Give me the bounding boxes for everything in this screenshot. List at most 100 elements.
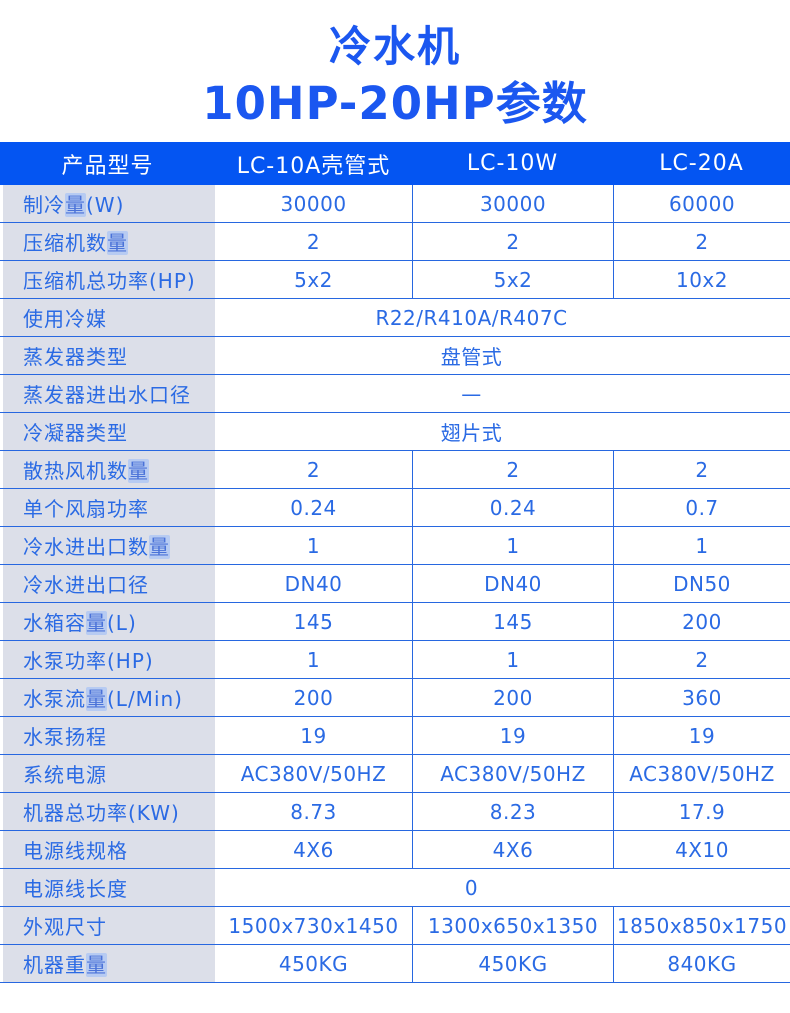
column-header-lc20a: LC-20A bbox=[659, 151, 744, 176]
row-value: 2 bbox=[613, 641, 790, 678]
row-value: DN40 bbox=[284, 571, 343, 596]
row-label: 压缩机数量 bbox=[3, 223, 215, 260]
row-value-span: 0 bbox=[464, 875, 479, 900]
row-value: 5x2 bbox=[412, 261, 613, 298]
row-label: 使用冷媒 bbox=[3, 299, 215, 336]
table-row: 水泵流量(L/Min) 200 200 360 bbox=[0, 679, 790, 717]
row-value: AC380V/50HZ bbox=[613, 755, 790, 792]
row-value: 360 bbox=[613, 679, 790, 716]
row-label: 水箱容量(L) bbox=[3, 603, 215, 640]
row-value: 1500x730x1450 bbox=[228, 913, 399, 938]
row-value: 2 bbox=[613, 451, 790, 488]
row-label-text: 蒸发器进出水口径 bbox=[23, 383, 191, 407]
row-value: 19 bbox=[613, 717, 790, 754]
row-value: 0.24 bbox=[412, 489, 613, 526]
row-value: 1 bbox=[412, 641, 613, 678]
row-value: 5x2 bbox=[294, 267, 333, 292]
row-label: 水泵功率(HP) bbox=[3, 641, 215, 678]
row-value: 8.73 bbox=[290, 799, 337, 824]
row-label-text: 冷水进出口径 bbox=[23, 573, 149, 597]
row-label-text: 机器总功率(KW) bbox=[23, 801, 180, 825]
row-value: 19 bbox=[412, 717, 613, 754]
row-label-text: 冷水进出口数量 bbox=[23, 535, 170, 559]
row-value-span: 翅片式 bbox=[440, 421, 503, 445]
row-value-span: R22/R410A/R407C bbox=[375, 305, 568, 330]
row-label-text: 水泵流量(L/Min) bbox=[23, 687, 183, 711]
row-value: 450KG bbox=[412, 945, 613, 982]
table-row: 单个风扇功率 0.24 0.24 0.7 bbox=[0, 489, 790, 527]
page-title: 冷水机 10HP-20HP参数 bbox=[0, 0, 790, 142]
row-label: 水泵流量(L/Min) bbox=[3, 679, 215, 716]
row-label-text: 压缩机数量 bbox=[23, 231, 128, 255]
table-row: 蒸发器进出水口径 — bbox=[0, 375, 790, 413]
row-label-text: 单个风扇功率 bbox=[23, 497, 149, 521]
table-row: 散热风机数量 2 2 2 bbox=[0, 451, 790, 489]
table-row: 机器总功率(KW) 8.73 8.23 17.9 bbox=[0, 793, 790, 831]
row-label-text: 电源线规格 bbox=[23, 839, 128, 863]
page-title-line2: 10HP-20HP参数 bbox=[202, 77, 588, 130]
row-value: AC380V/50HZ bbox=[412, 755, 613, 792]
row-value: 840KG bbox=[613, 945, 790, 982]
table-row: 水箱容量(L) 145 145 200 bbox=[0, 603, 790, 641]
row-label-text: 电源线长度 bbox=[23, 877, 128, 901]
row-value: 10x2 bbox=[613, 261, 790, 298]
row-label-text: 使用冷媒 bbox=[23, 307, 107, 331]
row-value: AC380V/50HZ bbox=[240, 761, 387, 786]
row-label-text: 外观尺寸 bbox=[23, 915, 107, 939]
table-row: 蒸发器类型 盘管式 bbox=[0, 337, 790, 375]
row-value: 1 bbox=[306, 533, 321, 558]
table-row: 压缩机数量 2 2 2 bbox=[0, 223, 790, 261]
table-row: 使用冷媒 R22/R410A/R407C bbox=[0, 299, 790, 337]
table-row: 电源线规格 4X6 4X6 4X10 bbox=[0, 831, 790, 869]
row-label: 水泵扬程 bbox=[3, 717, 215, 754]
row-label: 机器总功率(KW) bbox=[3, 793, 215, 830]
row-value: 200 bbox=[412, 679, 613, 716]
row-label-text: 机器重量 bbox=[23, 953, 107, 977]
row-label: 压缩机总功率(HP) bbox=[3, 261, 215, 298]
table-row: 冷水进出口数量 1 1 1 bbox=[0, 527, 790, 565]
row-value: 450KG bbox=[278, 951, 349, 976]
row-value: 4X6 bbox=[412, 831, 613, 868]
row-label: 制冷量(W) bbox=[3, 185, 215, 222]
row-value: 8.23 bbox=[412, 793, 613, 830]
row-label: 蒸发器类型 bbox=[3, 337, 215, 374]
row-value: 17.9 bbox=[613, 793, 790, 830]
row-value: 30000 bbox=[280, 191, 347, 216]
row-value: 2 bbox=[613, 223, 790, 260]
row-value: 2 bbox=[412, 451, 613, 488]
row-value: 145 bbox=[412, 603, 613, 640]
row-label-text: 系统电源 bbox=[23, 763, 107, 787]
row-label: 电源线规格 bbox=[3, 831, 215, 868]
row-label: 冷水进出口数量 bbox=[3, 527, 215, 564]
table-row: 机器重量 450KG 450KG 840KG bbox=[0, 945, 790, 983]
row-label: 外观尺寸 bbox=[3, 907, 215, 944]
row-value: 4X10 bbox=[613, 831, 790, 868]
row-label: 冷凝器类型 bbox=[3, 413, 215, 450]
row-label: 电源线长度 bbox=[3, 869, 215, 906]
table-row: 制冷量(W) 30000 30000 60000 bbox=[0, 185, 790, 223]
row-value: 30000 bbox=[412, 185, 613, 222]
row-label-text: 散热风机数量 bbox=[23, 459, 149, 483]
row-value-span: 盘管式 bbox=[440, 345, 503, 369]
row-value: 200 bbox=[293, 685, 334, 710]
row-label-text: 压缩机总功率(HP) bbox=[23, 269, 196, 293]
row-value: DN50 bbox=[613, 565, 790, 602]
row-label: 系统电源 bbox=[3, 755, 215, 792]
row-label: 蒸发器进出水口径 bbox=[3, 375, 215, 412]
row-value: 4X6 bbox=[293, 837, 334, 862]
page-title-line1: 冷水机 bbox=[328, 22, 461, 71]
row-value: 0.24 bbox=[290, 495, 337, 520]
row-value: 145 bbox=[293, 609, 334, 634]
row-value: DN40 bbox=[412, 565, 613, 602]
row-value: 1850x850x1750 bbox=[613, 907, 790, 944]
row-value: 1300x650x1350 bbox=[412, 907, 613, 944]
row-label: 散热风机数量 bbox=[3, 451, 215, 488]
column-header-product-model: 产品型号 bbox=[61, 153, 154, 179]
row-value: 2 bbox=[306, 229, 321, 254]
row-label-text: 冷凝器类型 bbox=[23, 421, 128, 445]
row-label: 单个风扇功率 bbox=[3, 489, 215, 526]
column-header-lc10a: LC-10A壳管式 bbox=[236, 153, 391, 179]
row-value: 1 bbox=[613, 527, 790, 564]
row-value: 60000 bbox=[613, 185, 790, 222]
row-value: 0.7 bbox=[613, 489, 790, 526]
